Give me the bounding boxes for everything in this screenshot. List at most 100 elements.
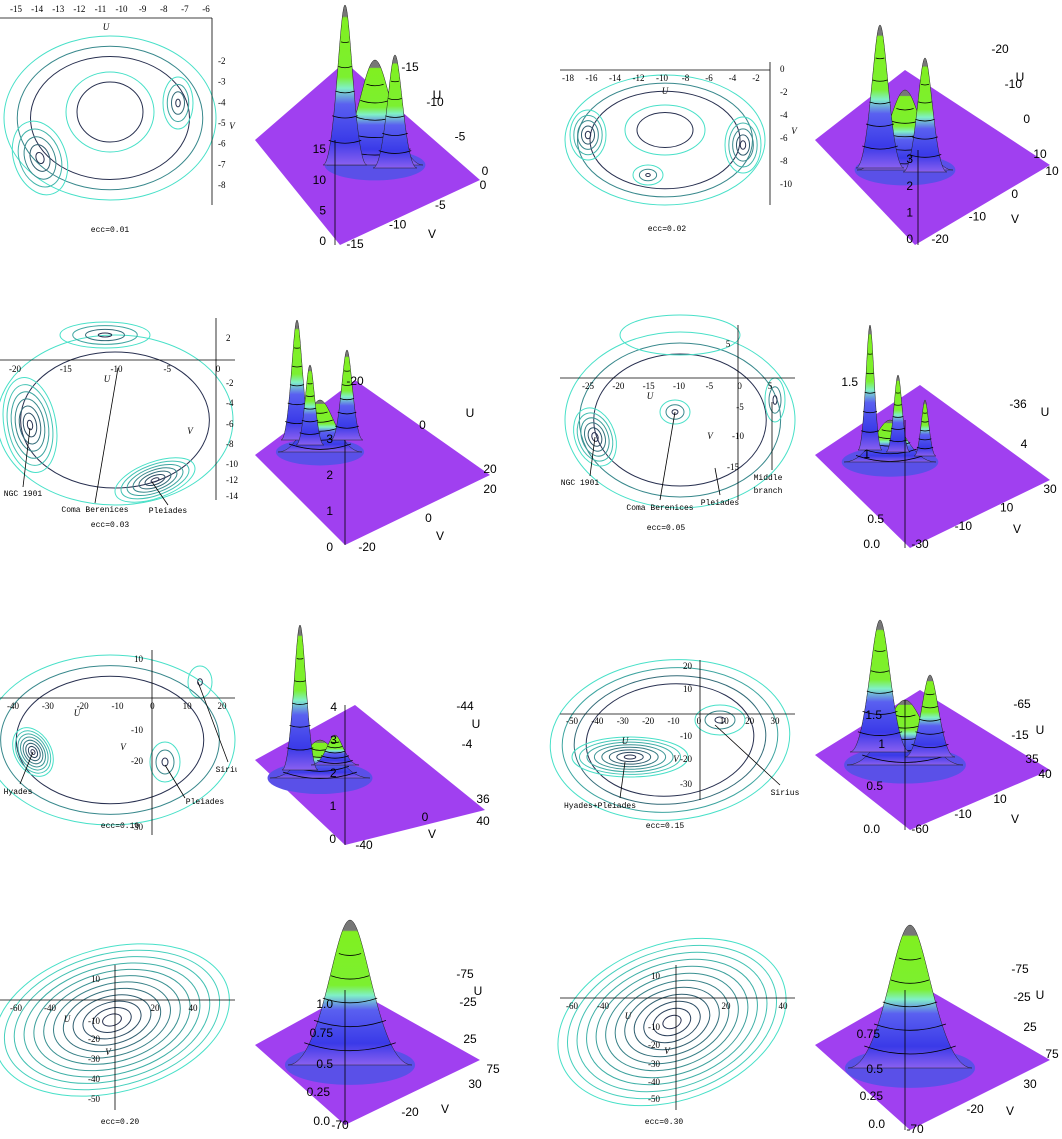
contour-line [739,140,747,150]
level-line [866,372,874,375]
u-tick-label: 5 [768,381,773,391]
contour-line [187,665,213,699]
u-tick-label: -60 [10,1003,22,1013]
level-line [894,404,902,406]
u-tick-label: -10 [656,73,668,83]
contour-line [623,754,637,760]
v-tick-label: -20 [401,1105,419,1119]
contour-line [638,168,658,182]
contour-line [584,130,592,140]
surface-peak [913,399,937,457]
v-tick-label: -4 [218,97,226,107]
contour-line [580,125,596,145]
contour-line [72,994,152,1046]
contour-line [27,745,39,759]
contour-line [17,733,49,771]
u-tick-label: -12 [633,73,645,83]
u-tick-label: -20 [991,42,1009,56]
v-tick-label: -3 [218,77,226,87]
contour-line [624,986,720,1058]
u-tick-label: 10 [183,701,193,711]
v-tick-label: 40 [476,814,490,828]
v-tick-label: -50 [648,1094,660,1104]
v-tick-label: 10 [134,654,144,664]
u-tick-label: -15 [643,381,655,391]
contour-line [59,321,151,349]
v-tick-label: -10 [680,731,692,741]
contour-line [671,409,679,415]
u-tick-label: -40 [591,716,603,726]
contour-line [549,659,791,821]
contour-line [724,116,762,174]
z-tick-label: 0.5 [866,779,883,793]
u-tick-label: -10 [668,716,680,726]
contour-line [772,395,778,405]
v-axis-label: V [441,1102,449,1116]
u-tick-label: 20 [745,716,755,726]
u-tick-label: 40 [189,1003,199,1013]
surface-peak [330,349,364,441]
contour-line [587,427,603,447]
level-line [303,407,317,410]
contour-line [586,958,758,1086]
u-tick-label: -16 [586,73,598,83]
v-tick-label: -8 [780,156,788,166]
u-tick-label: 36 [476,792,490,806]
contour-line [150,477,160,483]
leader-line [164,764,186,799]
u-tick-label: -18 [562,73,574,83]
contour-line [11,120,69,196]
contour-line [20,736,46,768]
z-tick-label: 3 [326,432,333,446]
u-tick-label: -5 [455,130,466,144]
level-line [872,79,888,82]
z-tick-label: 2 [326,468,333,482]
v-tick-label: 30 [468,1077,482,1091]
contour-line [577,82,753,198]
contour-line [586,741,674,773]
contour-line [591,432,599,442]
contour-line [584,422,606,452]
level-line [313,1020,387,1027]
level-line [304,1042,396,1052]
contour-line [573,675,767,805]
annotation: Sirius [771,789,800,798]
annotation: Hyades [4,788,33,797]
u-tick-label: -40 [597,1001,609,1011]
contour-line [35,151,45,165]
contour-line [13,956,211,1084]
contour-line [662,1014,682,1030]
contour-line [132,467,178,493]
contour-line [593,353,767,487]
level-line [915,731,945,735]
z-tick-label: 4 [330,700,337,714]
z-tick-label: 0.25 [860,1089,884,1103]
surface-peak [857,324,883,451]
v-axis-label: V [229,121,236,131]
contour-line [566,944,778,1100]
z-tick-label: 1 [906,206,913,220]
level-line [925,693,935,696]
v-tick-label: -4 [226,398,234,408]
level-line [855,455,925,462]
contour-line [29,144,51,172]
v-tick-label: -10 [969,210,987,224]
u-axis-label: U [1041,405,1050,419]
v-tick-label: -6 [226,419,234,429]
v-tick-label: 10 [651,971,661,981]
level-line [294,680,306,683]
z-tick-label: 0.75 [857,1027,881,1041]
u-tick-label: 10 [1033,147,1047,161]
u-tick-label: 0 [737,381,742,391]
contour-line [138,470,172,490]
contour-line [14,398,46,452]
v-tick-label: -2 [226,378,234,388]
contour-line [569,109,607,161]
leader-line [714,467,721,496]
contour-line [82,1000,142,1040]
annotation: Sirius [216,766,245,775]
contour-line [25,742,41,762]
caption: ecc=0.01 [91,226,130,235]
u-tick-label: 75 [1045,1047,1059,1061]
caption: ecc=0.05 [647,524,686,533]
